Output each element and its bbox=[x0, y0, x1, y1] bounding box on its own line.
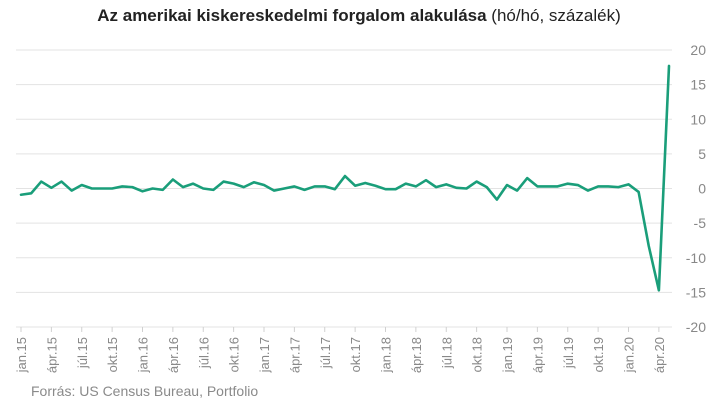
x-tick-label: júl.16 bbox=[196, 337, 211, 369]
x-tick-label: jan.19 bbox=[500, 337, 515, 373]
x-tick-label: júl.18 bbox=[439, 337, 454, 369]
x-tick-label: jan.17 bbox=[257, 337, 272, 373]
x-tick-label: jan.18 bbox=[379, 337, 394, 373]
x-tick-label: jan.16 bbox=[136, 337, 151, 373]
x-tick-label: ápr.16 bbox=[166, 337, 181, 373]
x-tick-label: jan.15 bbox=[14, 337, 29, 373]
x-tick-label: okt.17 bbox=[348, 337, 363, 372]
y-tick-label: 20 bbox=[690, 42, 706, 58]
x-tick-label: júl.19 bbox=[561, 337, 576, 369]
y-tick-label: -10 bbox=[686, 250, 706, 266]
x-tick-label: jan.20 bbox=[622, 337, 637, 373]
y-tick-label: 0 bbox=[698, 181, 706, 197]
chart-title-unit: (hó/hó, százalék) bbox=[486, 6, 621, 25]
x-tick-label: okt.15 bbox=[105, 337, 120, 372]
y-tick-label: 5 bbox=[698, 146, 706, 162]
x-tick-label: ápr.15 bbox=[44, 337, 59, 373]
source-note: Forrás: US Census Bureau, Portfolio bbox=[31, 383, 259, 399]
x-tick-label: júl.15 bbox=[75, 337, 90, 369]
y-tick-label: 15 bbox=[690, 77, 706, 93]
gridlines bbox=[16, 49, 672, 328]
series-line bbox=[19, 64, 671, 292]
y-tick-label: -5 bbox=[694, 215, 707, 231]
y-axis-ticks: 20 15 10 5 0 -5 -10 -15 -20 bbox=[686, 42, 706, 335]
y-tick-label: -15 bbox=[686, 284, 706, 300]
x-tick-label: ápr.18 bbox=[409, 337, 424, 373]
x-tick-label: ápr.20 bbox=[652, 337, 667, 373]
chart-title-main: Az amerikai kiskereskedelmi forgalom ala… bbox=[97, 6, 487, 25]
x-tick-label: ápr.17 bbox=[287, 337, 302, 373]
x-tick-label: okt.19 bbox=[591, 337, 606, 372]
x-tick-label: okt.18 bbox=[470, 337, 485, 372]
chart-title: Az amerikai kiskereskedelmi forgalom ala… bbox=[0, 6, 718, 26]
y-tick-label: 10 bbox=[690, 111, 706, 127]
x-axis-ticks: jan.15 ápr.15 júl.15 okt.15 jan.16 ápr.16 júl.… bbox=[14, 327, 667, 373]
x-tick-label: júl.17 bbox=[318, 337, 333, 369]
y-tick-label: -20 bbox=[686, 319, 706, 335]
x-tick-label: okt.16 bbox=[227, 337, 242, 372]
x-tick-label: ápr.19 bbox=[530, 337, 545, 373]
